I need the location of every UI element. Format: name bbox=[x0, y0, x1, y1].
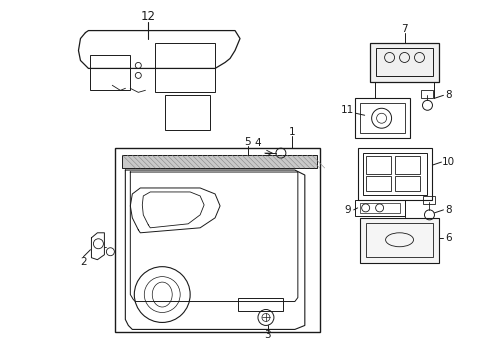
Bar bbox=[359, 218, 439, 263]
Bar bbox=[394, 176, 419, 191]
Text: 4: 4 bbox=[254, 138, 261, 148]
Text: 10: 10 bbox=[441, 157, 454, 167]
Bar bbox=[90, 55, 130, 90]
Bar bbox=[359, 203, 399, 213]
Bar bbox=[115, 148, 319, 332]
Text: 11: 11 bbox=[341, 105, 354, 115]
Text: 1: 1 bbox=[288, 127, 295, 137]
Bar bbox=[362, 153, 427, 195]
Bar bbox=[165, 95, 210, 130]
Text: 2: 2 bbox=[80, 257, 86, 267]
Text: 12: 12 bbox=[141, 10, 156, 23]
Bar bbox=[238, 298, 283, 311]
Bar bbox=[122, 155, 316, 168]
Text: 5: 5 bbox=[244, 137, 251, 147]
Text: 8: 8 bbox=[444, 90, 451, 100]
Bar bbox=[365, 176, 390, 191]
Text: 6: 6 bbox=[444, 233, 451, 243]
Text: 8: 8 bbox=[444, 205, 451, 215]
Bar bbox=[394, 156, 419, 174]
Bar bbox=[354, 98, 408, 138]
Bar bbox=[357, 148, 431, 200]
Bar bbox=[155, 42, 215, 92]
Text: 9: 9 bbox=[344, 205, 350, 215]
Bar bbox=[369, 42, 439, 82]
Bar bbox=[423, 196, 435, 204]
Bar bbox=[375, 48, 432, 76]
Bar bbox=[354, 200, 404, 216]
Bar bbox=[421, 90, 432, 98]
Text: 3: 3 bbox=[264, 330, 271, 341]
Text: 7: 7 bbox=[401, 24, 407, 33]
Bar bbox=[365, 223, 432, 257]
Bar bbox=[365, 156, 390, 174]
Bar bbox=[359, 103, 404, 133]
